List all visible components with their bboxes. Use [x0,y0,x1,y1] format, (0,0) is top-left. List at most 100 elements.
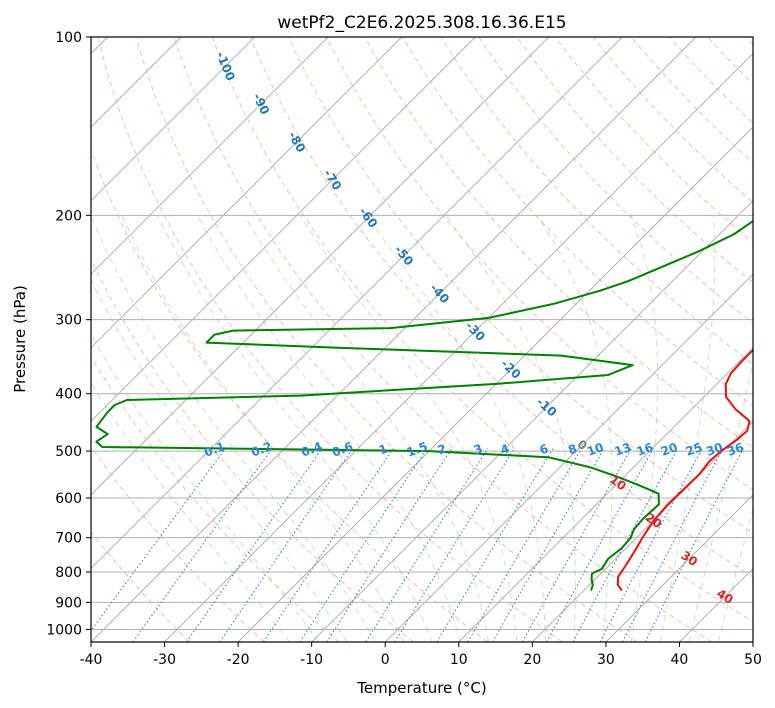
dry-adiabat [478,37,753,324]
axes: -40 -30 -20 -10 0 10 20 30 40 50 100 200 300 400 500 60… [46,30,762,668]
moist-adiabat [365,215,546,642]
y-tick-label: 700 [55,531,82,547]
mixing-ratio-line [522,448,632,642]
x-tick-label: 50 [744,652,762,668]
reference-lines [91,37,753,642]
x-tick-label: -30 [153,652,176,668]
y-tick-label: 100 [55,30,82,46]
y-tick-label: 300 [55,313,82,329]
isotherm-line [91,37,697,642]
x-axis-label: Temperature (°C) [356,679,486,697]
moist-adiabat [717,507,753,642]
moist-adiabat [91,278,348,642]
x-tick-label: 40 [671,652,689,668]
y-tick-label: 400 [55,387,82,403]
moist-adiabat [91,333,319,642]
moist-adiabat [243,215,489,642]
mixing-ratio-line [186,448,323,642]
mixing-ratio-line [599,448,703,642]
dry-adiabat [91,531,191,642]
mixing-ratio-label: 20 [659,440,679,459]
mixing-ratio-line [263,448,394,642]
isotherm-line [458,347,753,642]
dry-adiabat [592,37,753,204]
x-tick-label: 0 [381,652,390,668]
mixing-ratio-label: 0.2 [249,439,274,459]
isotherm-line [531,420,753,642]
dry-adiabat [135,37,638,642]
dry-adiabat [249,37,753,578]
x-tick-label: 20 [523,652,541,668]
mixing-ratio-label: 36 [725,440,745,459]
chart-title: wetPf2_C2E6.2025.308.16.36.E15 [277,13,566,33]
mixing-ratio-label: 1.5 [405,439,430,459]
dry-adiabat [440,37,753,365]
y-tick-label: 900 [55,595,82,611]
isotherm-line [91,37,329,275]
mixing-ratio-label: 0.1 [202,439,227,459]
y-axis-label: Pressure (hPa) [11,285,29,393]
isotherm-line [91,37,476,423]
mixing-ratio-label: 25 [684,440,704,459]
data-series [95,219,753,592]
isotherm-line [384,273,753,642]
plot-frame [90,36,754,643]
mixing-ratio-line [219,448,354,642]
dry-adiabat [287,37,753,534]
mixing-ratio-label: 13 [612,440,632,459]
isotherm-line [91,37,403,349]
mixing-ratio-line [394,448,515,642]
x-tick-label: -40 [80,652,103,668]
mixing-ratio-line [644,448,744,642]
y-tick-label: 800 [55,565,82,581]
moist-adiabat [445,215,576,642]
dry-adiabat [364,37,753,449]
mixing-ratio-line [467,448,583,642]
x-tick-label: 10 [450,652,468,668]
dry-adiabat [326,37,753,491]
mixing-ratio-line [299,448,428,642]
y-tick-label: 1000 [46,622,82,638]
moist-adiabat [536,215,613,642]
isotherm-line [91,37,550,496]
x-tick-label: -10 [300,652,323,668]
isotherm-line [91,37,623,570]
dry-adiabat [402,37,753,407]
mixing-ratio-line [622,448,724,642]
y-tick-label: 600 [55,491,82,507]
mixing-ratio-line [91,448,226,632]
moist-adiabat [91,381,291,642]
dewpoint-line [95,219,753,591]
x-tick-label: 30 [597,652,615,668]
isotherm-line [605,494,753,642]
temperature-line [616,348,753,592]
dry-adiabat [211,37,753,623]
mixing-ratio-label: 16 [635,440,655,459]
dry-adiabat [97,37,563,642]
dry-adiabat [554,37,753,244]
moist-adiabat [659,215,716,642]
mixing-ratio-line [436,448,554,642]
isotherm-line [91,37,256,202]
dry-adiabat [630,37,753,164]
moist-adiabat [688,360,753,642]
mixing-ratio-label: 0.4 [299,439,324,459]
mixing-ratio-label: 0.6 [330,439,355,459]
dry-adiabat [516,37,753,284]
reference-labels: 0.1 0.2 0.4 0.6 1 1.5 2 3 4 6 8 10 13 16 20 25 30 36-100-… [202,50,745,607]
isotherm-line [237,126,753,642]
moist-adiabat [299,215,518,642]
y-tick-label: 200 [55,208,82,224]
dry-adiabat [91,355,340,642]
mixing-ratio-line [492,448,605,642]
x-tick-label: -20 [227,652,250,668]
mixing-ratio-line [546,448,654,642]
isotherm-line [164,52,753,642]
y-tick-label: 500 [55,444,82,460]
mixing-ratio-label: 10 [585,440,605,459]
moist-adiabat [630,215,659,642]
moist-adiabat [121,215,405,642]
grid [91,37,753,642]
moist-adiabat [197,215,461,642]
